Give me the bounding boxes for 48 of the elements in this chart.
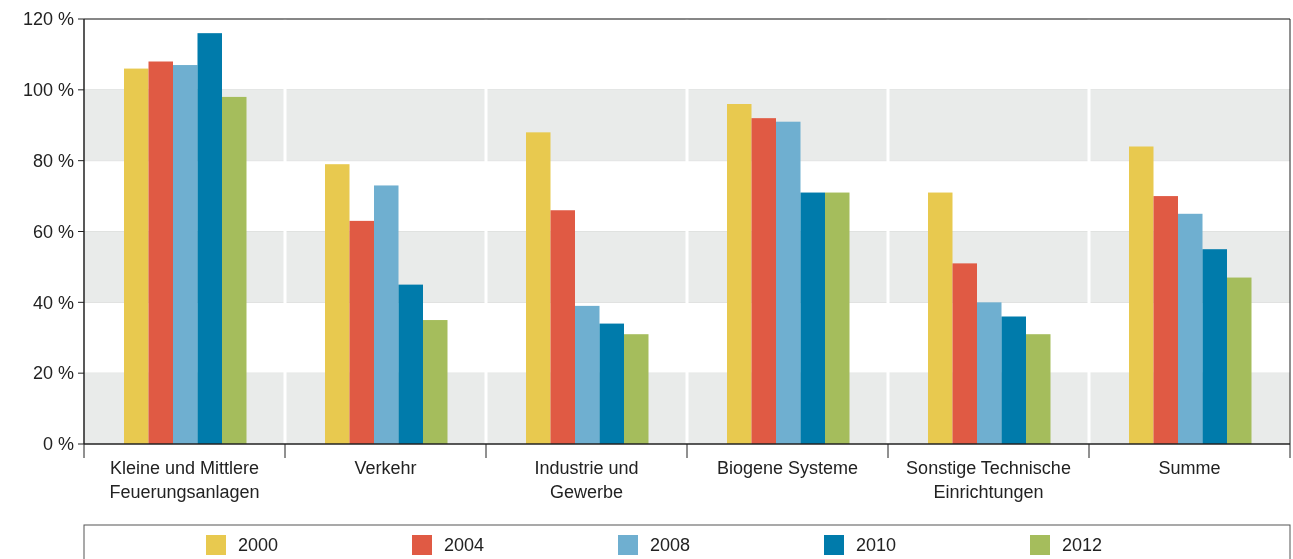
bar	[1227, 277, 1252, 444]
x-tick-label: Sonstige Technische Einrichtungen	[906, 458, 1071, 502]
bar	[751, 118, 776, 444]
bar	[550, 210, 575, 444]
legend-label: 2012	[1062, 535, 1103, 556]
legend-label: 2000	[238, 535, 279, 556]
x-tick-label: Kleine und Mittlere Feuerungsanlagen	[109, 458, 260, 502]
bar	[825, 192, 850, 444]
x-tick-label: Summe	[1158, 458, 1221, 478]
bar	[148, 61, 173, 444]
bar	[1202, 249, 1227, 444]
bar	[173, 65, 198, 444]
bar	[1153, 196, 1178, 444]
y-tick-label: 80 %	[32, 150, 74, 171]
bar	[423, 320, 448, 444]
bar	[575, 305, 600, 444]
y-tick-label: 100 %	[22, 80, 74, 101]
bar	[1129, 146, 1154, 444]
x-tick-label: Industrie und Gewerbe	[534, 458, 639, 502]
bar	[526, 132, 551, 444]
bar	[398, 284, 423, 444]
bar	[1001, 316, 1026, 444]
bar	[325, 164, 350, 444]
legend-label: 2004	[444, 535, 485, 556]
y-tick-label: 40 %	[32, 292, 74, 313]
bar	[124, 68, 149, 444]
bar	[977, 302, 1002, 444]
y-tick-label: 60 %	[32, 221, 74, 242]
x-tick-label: Verkehr	[354, 458, 417, 478]
bar	[928, 192, 953, 444]
bar	[800, 192, 825, 444]
bar	[727, 104, 752, 444]
bar	[349, 220, 374, 444]
y-tick-label: 20 %	[32, 363, 74, 384]
bar	[776, 121, 801, 444]
bar	[1026, 334, 1051, 444]
bar	[374, 185, 399, 444]
bar	[1178, 213, 1203, 444]
legend-label: 2010	[856, 535, 897, 556]
bar	[599, 323, 624, 444]
bar	[952, 263, 977, 444]
legend-label: 2008	[650, 535, 691, 556]
bar	[222, 96, 247, 444]
bar	[197, 33, 222, 444]
y-tick-label: 0 %	[42, 434, 74, 455]
bar	[624, 334, 649, 444]
y-tick-label: 120 %	[22, 9, 74, 30]
x-tick-label: Biogene Systeme	[716, 458, 859, 478]
